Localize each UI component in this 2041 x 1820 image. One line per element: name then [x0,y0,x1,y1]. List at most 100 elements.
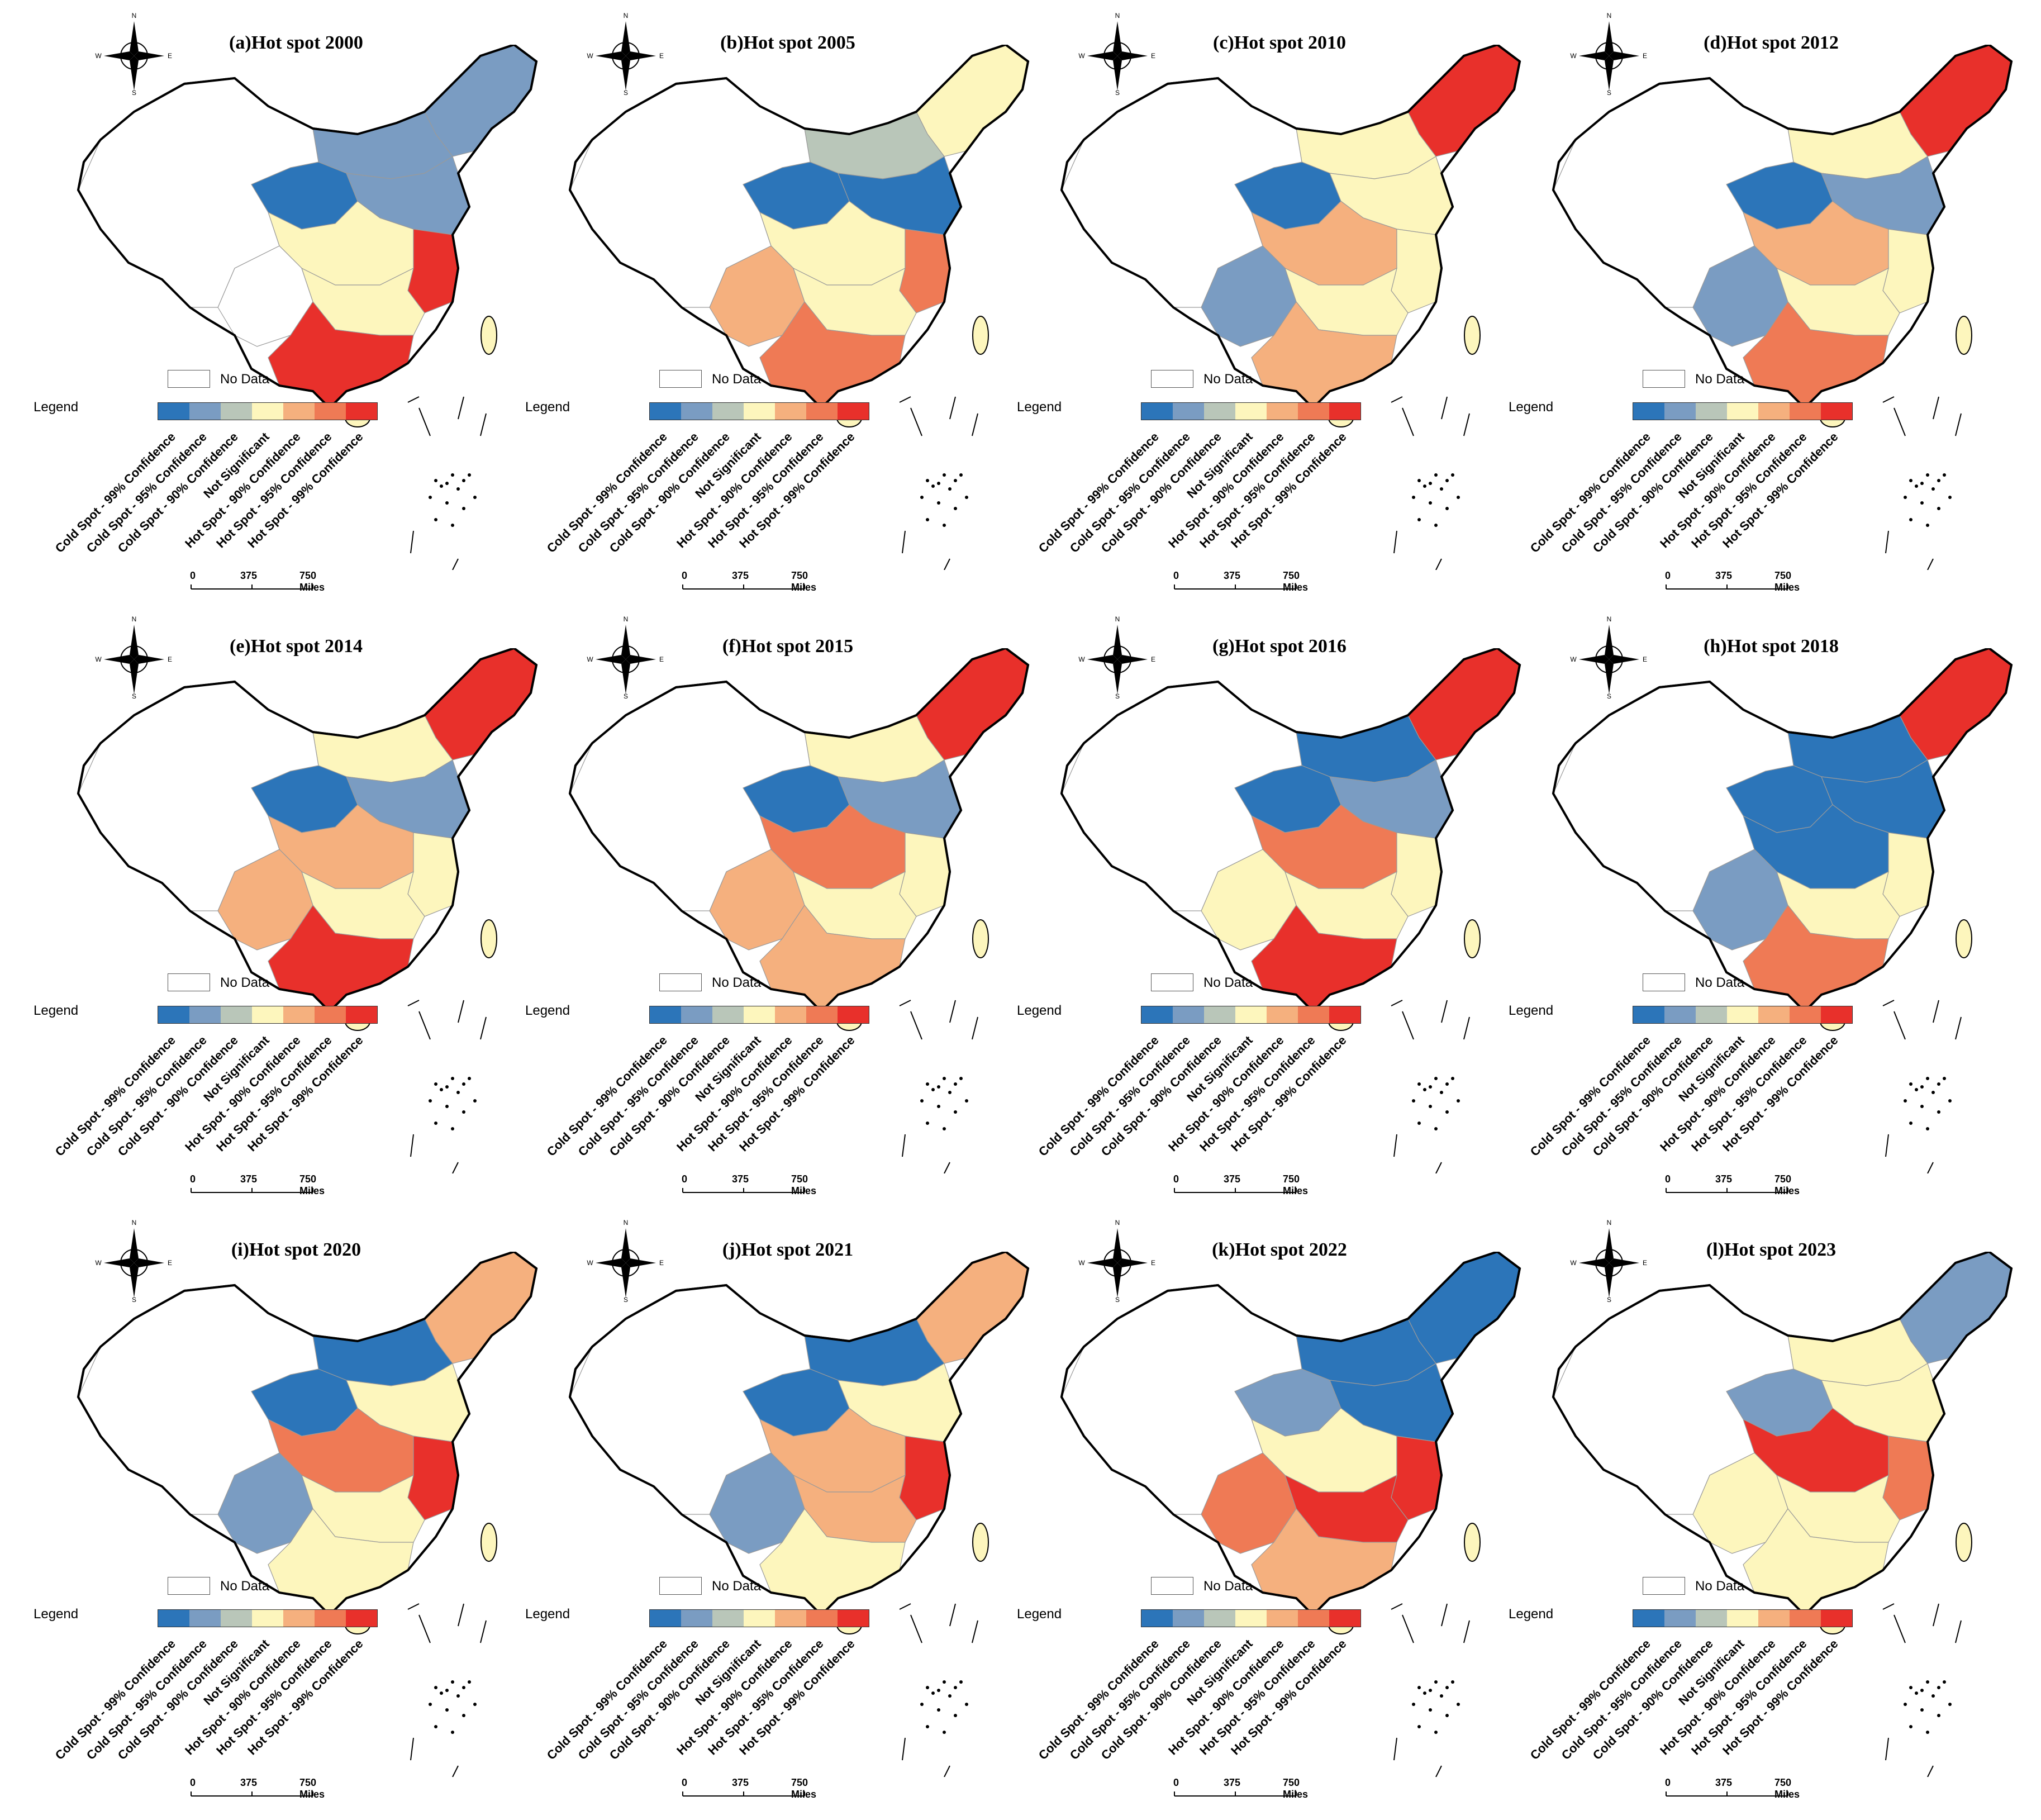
south-china-sea-inset [899,1000,978,1173]
legend-swatch [1173,1610,1204,1627]
panel-title: (b)Hot spot 2005 [720,32,855,53]
legend-swatch [1727,1610,1758,1627]
north-arrow-icon: N S W E [587,1219,664,1302]
legend-swatch [1727,403,1758,420]
legend-color-ramp [1141,1609,1361,1627]
country-border [77,45,538,410]
legend-swatch [1298,1006,1329,1023]
north-arrow-icon: N S W E [587,615,664,698]
compass-s: S [132,692,136,698]
legend-swatch [712,1006,744,1023]
legend-swatch [1235,403,1267,420]
legend-swatch [1204,1610,1235,1627]
legend-swatch [1141,1610,1173,1627]
map-panel: N S W E (g)Hot spot 2016 Legend No Data Cold Sp… [995,604,1521,1207]
compass-s: S [132,89,136,95]
region-ne [1899,1252,2012,1364]
map-panel: N S W E (j)Hot spot 2021 Legend No Data Cold Sp… [503,1207,1030,1811]
scale-bar: 0 375 750 Miles [1665,1173,1800,1196]
no-data-swatch [168,370,210,388]
compass-n: N [1115,615,1120,623]
compass-w: W [1570,655,1577,663]
legend-label: Legend [1017,1003,1062,1018]
china-map [568,1252,1030,1634]
no-data-swatch [1643,973,1685,991]
south-china-sea-inset [1882,1603,1962,1777]
legend-swatch [744,403,775,420]
legend-swatch [838,1610,869,1627]
legend-swatch [1329,1610,1360,1627]
legend-swatch [1821,403,1852,420]
compass-n: N [1115,1219,1120,1227]
legend-category-label: Cold Spot - 99% Confidence [1035,1636,1162,1762]
no-data-label: No Data [712,975,762,990]
scale-tick-label: 0 [682,1173,688,1185]
legend-swatch [315,403,346,420]
south-china-sea-inset [407,1000,487,1173]
scale-tick-label: 750 Miles [1774,570,1800,593]
legend-category-label: Cold Spot - 99% Confidence [1035,1033,1162,1159]
legend-color-ramp [649,402,869,420]
scale-bar: 0 375 750 Miles [190,1777,325,1800]
compass-w: W [1570,52,1577,60]
north-arrow-icon: N S W E [1570,12,1647,95]
legend-color-ramp [158,1006,378,1024]
legend-swatch [1267,403,1298,420]
legend-category-label: Cold Spot - 99% Confidence [52,429,178,555]
panel-title: (e)Hot spot 2014 [230,636,363,657]
legend-swatch [1235,1006,1267,1023]
scale-bar: 0 375 750 Miles [1173,1777,1308,1800]
scale-tick-label: 750 Miles [1283,1777,1309,1800]
china-map [1552,648,2013,1031]
panel-title: (i)Hot spot 2020 [231,1239,361,1260]
legend-category-label: Cold Spot - 99% Confidence [544,1636,670,1762]
taiwan-island [1464,1523,1481,1562]
scale-tick-label: 0 [1665,1777,1671,1788]
legend-label: Legend [1509,400,1554,415]
legend-category-label: Cold Spot - 99% Confidence [52,1033,178,1159]
country-border [1552,648,2013,1013]
legend-swatch [1696,1610,1727,1627]
compass-s: S [1115,1296,1120,1302]
legend-swatch [838,403,869,420]
no-data-label: No Data [1203,1579,1253,1594]
scale-tick-label: 0 [682,570,688,581]
legend-swatch [775,1610,806,1627]
legend-swatch [650,403,681,420]
no-data-swatch [659,370,702,388]
legend-swatch [1790,403,1821,420]
legend-swatch [1664,1006,1696,1023]
legend-category-label: Cold Spot - 99% Confidence [1527,429,1653,555]
legend-swatch [1329,403,1360,420]
compass-s: S [624,692,628,698]
compass-e: E [1151,655,1155,663]
country-border [568,648,1030,1013]
china-map [77,45,538,427]
legend-swatch [1821,1610,1852,1627]
south-china-sea-inset [407,1603,487,1777]
scale-bar: 0 375 750 Miles [1665,570,1800,593]
legend-swatch [346,1006,377,1023]
scale-bar: 0 375 750 Miles [682,570,816,593]
north-arrow-icon: N S W E [1078,615,1155,698]
legend-color-ramp [1633,1006,1853,1024]
scale-bar: 0 375 750 Miles [190,570,325,593]
compass-s: S [1607,89,1611,95]
scale-tick-label: 750 Miles [791,1173,817,1196]
scale-tick-label: 750 Miles [1774,1777,1800,1800]
scale-tick-label: 0 [1173,1173,1179,1185]
compass-e: E [1151,1259,1155,1267]
taiwan-island [480,919,497,958]
scale-tick-label: 0 [190,570,196,581]
scale-bar: 0 375 750 Miles [1173,570,1308,593]
country-border [1060,1252,1521,1617]
map-panel: N S W E (h)Hot spot 2018 Legend No Data Cold Sp… [1486,604,2013,1207]
south-china-sea-inset [407,396,487,570]
north-arrow-icon: N S W E [1570,1219,1647,1302]
scale-tick-label: 375 [1224,1173,1241,1185]
legend-swatch [1758,1610,1790,1627]
legend-swatch [189,1610,221,1627]
scale-tick-label: 750 Miles [299,1777,325,1800]
taiwan-island [972,919,989,958]
